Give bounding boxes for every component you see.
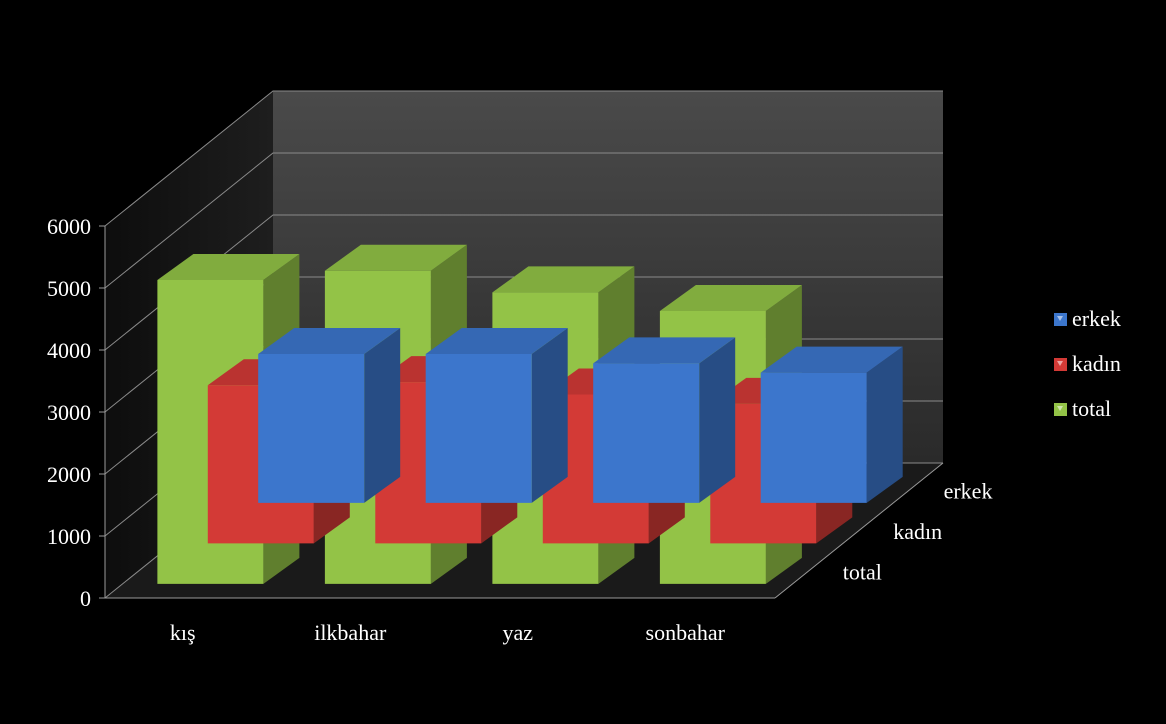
legend-item-total: total (1054, 394, 1121, 424)
bar-top-face (760, 346, 903, 373)
y-tick-label: 2000 (47, 462, 91, 487)
y-tick-label: 0 (80, 586, 91, 611)
bar-top-face (157, 254, 300, 281)
legend-swatch-kadin (1054, 357, 1067, 371)
legend-item-kadin: kadın (1054, 349, 1121, 379)
bar-front-face (258, 354, 365, 503)
bar-front-face (425, 354, 532, 503)
bar-front-face (593, 363, 700, 503)
gridline (104, 152, 943, 289)
category-label: kış (170, 620, 196, 645)
legend-swatch-erkek (1054, 312, 1067, 326)
legend-label-kadin: kadın (1072, 351, 1121, 376)
y-tick-label: 1000 (47, 524, 91, 549)
y-tick-label: 6000 (47, 214, 91, 239)
bar-erkek-sonbahar (760, 346, 903, 503)
depth-label: erkek (944, 479, 993, 504)
bar-erkek-ilkbahar (425, 328, 568, 503)
bar-top-face (492, 266, 635, 293)
bar-side-face (866, 346, 903, 503)
bar-front-face (760, 372, 867, 503)
bar-top-face (593, 337, 736, 364)
bar-side-face (699, 337, 736, 503)
y-tick-label: 4000 (47, 338, 91, 363)
legend-item-erkek: erkek (1054, 304, 1121, 334)
legend: erkek kadın total (1054, 304, 1121, 439)
legend-label-total: total (1072, 396, 1112, 421)
category-label: ilkbahar (314, 620, 387, 645)
category-label: sonbahar (646, 620, 726, 645)
axes (99, 225, 944, 599)
y-tick-label: 5000 (47, 276, 91, 301)
depth-label: total (843, 560, 882, 585)
y-tick-label: 3000 (47, 400, 91, 425)
depth-label: kadın (893, 519, 942, 544)
bar-top-face (258, 328, 401, 355)
bar-top-face (425, 328, 568, 355)
gridline (104, 90, 943, 227)
axis-labels: 0 1000 2000 3000 4000 5000 6000 kış ilkbahar yaz s… (47, 214, 992, 645)
category-label: yaz (502, 620, 533, 645)
bars (157, 244, 903, 584)
legend-swatch-total (1054, 402, 1067, 416)
depth-axis-line (774, 462, 944, 599)
bar-top-face (324, 244, 467, 271)
bar-top-face (659, 285, 802, 312)
bar-side-face (531, 328, 568, 503)
bar-erkek-yaz (593, 337, 736, 503)
bar-side-face (364, 328, 401, 503)
bar-erkek-kış (258, 328, 401, 503)
legend-label-erkek: erkek (1072, 306, 1121, 331)
